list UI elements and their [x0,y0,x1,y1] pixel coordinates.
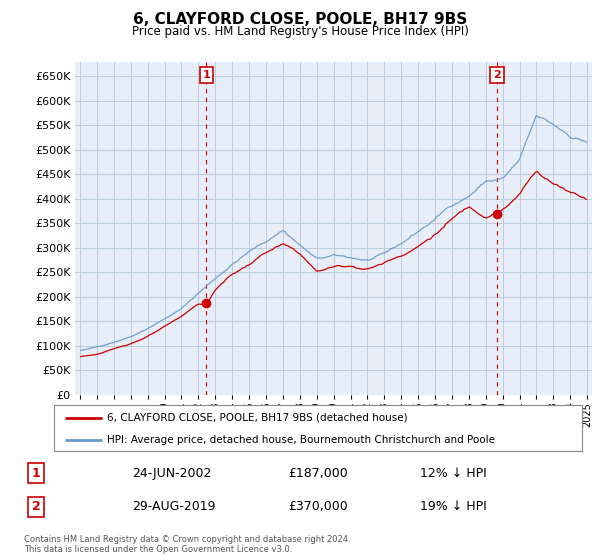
Text: 24-JUN-2002: 24-JUN-2002 [132,466,211,480]
Text: 1: 1 [203,70,211,80]
Text: £370,000: £370,000 [288,500,348,514]
Text: HPI: Average price, detached house, Bournemouth Christchurch and Poole: HPI: Average price, detached house, Bour… [107,435,495,445]
Text: 29-AUG-2019: 29-AUG-2019 [132,500,215,514]
Text: 2: 2 [32,500,40,514]
Text: Price paid vs. HM Land Registry's House Price Index (HPI): Price paid vs. HM Land Registry's House … [131,25,469,38]
Text: 6, CLAYFORD CLOSE, POOLE, BH17 9BS: 6, CLAYFORD CLOSE, POOLE, BH17 9BS [133,12,467,27]
Text: 1: 1 [32,466,40,480]
Text: Contains HM Land Registry data © Crown copyright and database right 2024.
This d: Contains HM Land Registry data © Crown c… [24,535,350,554]
Text: 2: 2 [493,70,501,80]
Text: 12% ↓ HPI: 12% ↓ HPI [420,466,487,480]
Text: 6, CLAYFORD CLOSE, POOLE, BH17 9BS (detached house): 6, CLAYFORD CLOSE, POOLE, BH17 9BS (deta… [107,413,407,423]
Text: 19% ↓ HPI: 19% ↓ HPI [420,500,487,514]
Text: £187,000: £187,000 [288,466,348,480]
